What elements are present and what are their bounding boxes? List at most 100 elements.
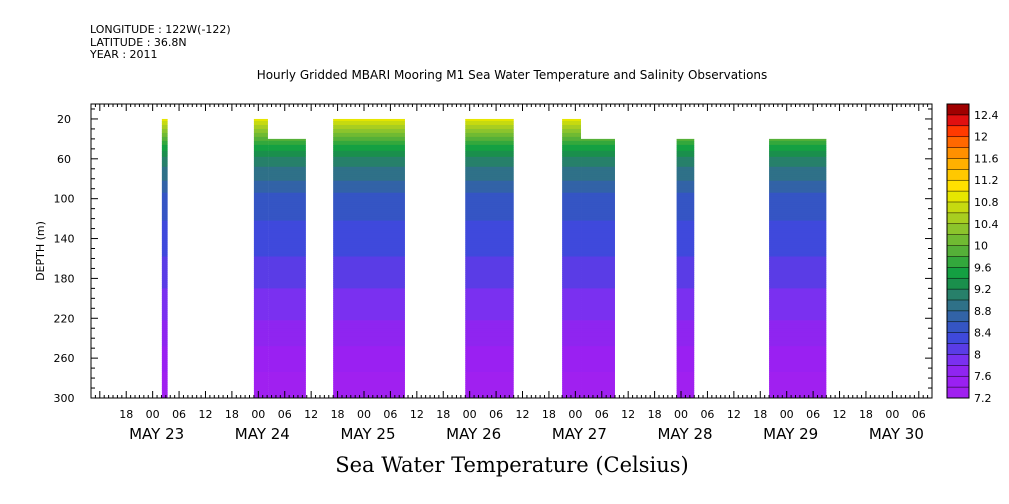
heat-cell [676, 256, 695, 260]
heat-cell [562, 264, 582, 268]
heat-cell [676, 372, 695, 375]
heat-cell [161, 218, 168, 222]
heat-cell [581, 162, 615, 166]
heat-cell [581, 182, 615, 186]
heat-cell [562, 384, 582, 387]
heat-cell [581, 206, 615, 210]
heat-cell [581, 276, 615, 280]
heat-cell [676, 316, 695, 319]
data-segment [267, 104, 307, 398]
heat-cell [676, 186, 695, 190]
heat-cell [562, 230, 582, 234]
heat-cell [581, 374, 615, 377]
heat-cell [268, 156, 306, 160]
heat-cell [769, 290, 827, 293]
heat-cell [254, 400, 269, 403]
heat-cell [253, 260, 269, 264]
heat-cell [268, 354, 306, 357]
heat-cell [268, 380, 306, 383]
heat-cell [333, 284, 405, 287]
heat-cell [465, 306, 514, 309]
heat-cell [562, 292, 582, 295]
heat-cell [268, 188, 306, 192]
heat-cell [465, 286, 514, 289]
heat-cell [562, 268, 582, 272]
heat-cell [769, 210, 827, 214]
heat-cell [253, 226, 269, 230]
heat-cell [268, 344, 306, 347]
heat-cell [161, 368, 168, 371]
x-day-label: MAY 23 [129, 425, 184, 443]
heat-cell [769, 240, 827, 244]
heat-cell [268, 300, 306, 303]
heat-cell [253, 344, 269, 347]
heat-cell [253, 386, 269, 389]
heat-cell [676, 194, 695, 198]
heat-cell [581, 296, 615, 299]
colorbar-label: 8.4 [974, 327, 992, 340]
heat-cell [676, 262, 695, 266]
heat-cell [562, 194, 582, 198]
heat-cell [161, 266, 168, 270]
heat-cell [581, 348, 615, 351]
heat-cell [161, 302, 168, 305]
axis-layer: 20 60 100 140 180 220 260 300 18 00 06 12 18 00 06 12 18… [54, 104, 933, 443]
heat-cell [268, 326, 306, 329]
heat-cell [562, 276, 582, 280]
heat-cell [581, 158, 615, 162]
heat-cell [253, 310, 269, 313]
heat-cell [676, 352, 695, 355]
heat-cell [465, 186, 514, 190]
heat-cell [581, 300, 615, 303]
x-tick-label: 18 [331, 408, 345, 421]
heat-cell [677, 400, 695, 403]
x-tick-label: 00 [251, 408, 265, 421]
heat-cell [333, 174, 405, 178]
heat-cell [268, 162, 306, 166]
heat-cell [676, 176, 695, 180]
heat-cell [676, 156, 695, 160]
heat-cell [562, 234, 582, 238]
heat-cell [769, 324, 827, 327]
x-tick-label: 00 [674, 408, 688, 421]
heat-cell [333, 266, 405, 270]
heat-cell [676, 332, 695, 335]
heat-cell [562, 144, 582, 148]
heat-cell [581, 232, 615, 236]
heat-cell [333, 380, 405, 383]
heat-cell [253, 162, 269, 166]
heat-cell [676, 268, 695, 272]
heat-cell [161, 316, 168, 319]
heat-cell [562, 208, 582, 212]
heat-cell [562, 366, 582, 369]
data-segment [561, 104, 583, 398]
heat-cell [676, 302, 695, 305]
heat-cell [333, 136, 405, 140]
heat-cell [268, 324, 306, 327]
heat-cell [161, 212, 168, 216]
heat-cell [581, 364, 615, 367]
heat-cell [465, 250, 514, 254]
heat-cell [253, 280, 269, 283]
heat-cell [769, 396, 827, 398]
heat-cell [268, 314, 306, 317]
heat-cell [253, 180, 269, 184]
heat-cell [333, 244, 405, 248]
heat-cell [161, 380, 168, 383]
heat-cell [161, 304, 168, 307]
heat-cell [769, 170, 827, 174]
heat-cell [333, 318, 405, 321]
heat-cell [465, 282, 514, 285]
heat-cell [253, 326, 269, 329]
heat-cell [769, 208, 827, 212]
heat-cell [333, 200, 405, 204]
heat-cell [581, 358, 615, 361]
heat-cell [562, 186, 582, 190]
heat-cell [333, 240, 405, 244]
heat-cell [581, 196, 615, 200]
heat-cell [268, 376, 306, 379]
heat-cell [769, 358, 827, 361]
heat-cell [253, 294, 269, 297]
heat-cell [465, 134, 514, 138]
